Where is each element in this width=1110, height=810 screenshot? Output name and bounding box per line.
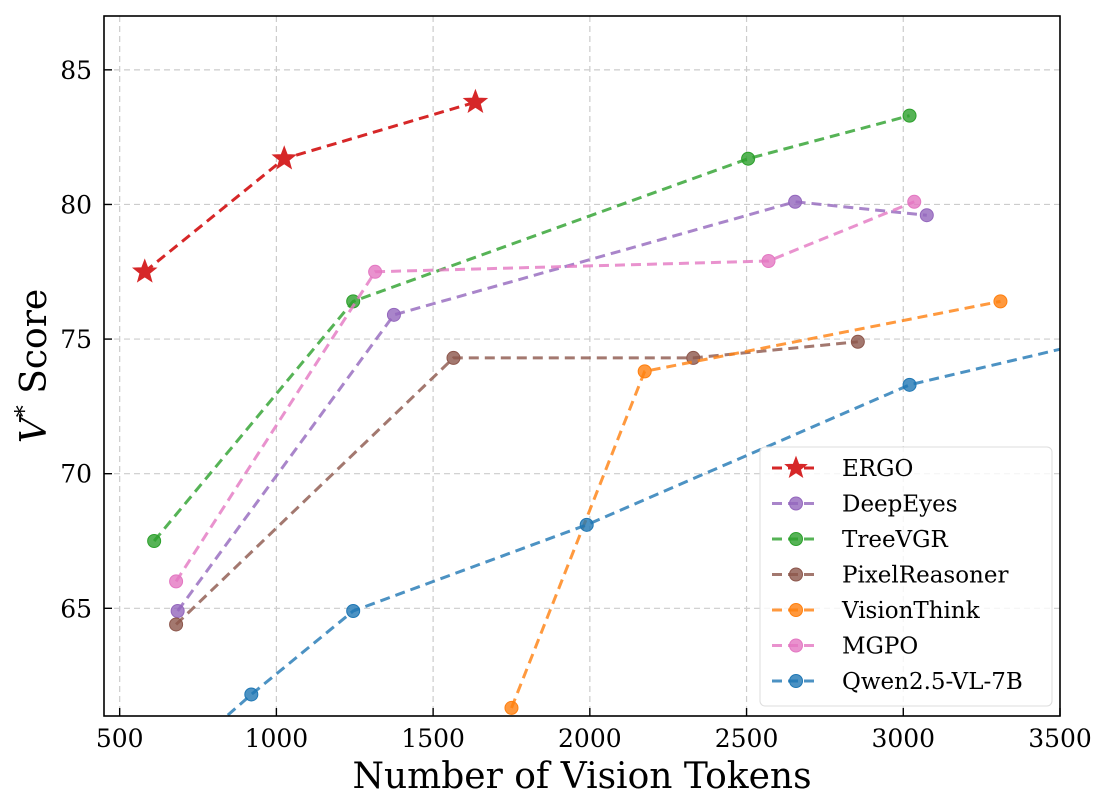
legend-entry-mgpo: MGPO <box>772 634 918 660</box>
legend-entry-deepeyes: DeepEyes <box>772 492 958 518</box>
qwen2-5-vl-7b-point <box>579 517 594 532</box>
visionthink-point <box>637 364 652 379</box>
y-tick-label: 65 <box>60 594 92 623</box>
deepeyes-line <box>176 200 927 612</box>
qwen2-5-vl-7b-point <box>902 377 917 392</box>
legend-marker-treevgr <box>789 532 803 546</box>
legend-label-qwen2-5-vl-7b: Qwen2.5-VL-7B <box>842 669 1023 695</box>
qwen2-5-vl-7b-point <box>113 804 126 810</box>
treevgr-line <box>152 114 910 542</box>
series-treevgr <box>147 108 917 548</box>
x-axis-title: Number of Vision Tokens <box>352 756 811 797</box>
x-tick-label: 3000 <box>871 724 935 753</box>
visionthink-point <box>504 700 519 715</box>
ergo-point <box>462 88 489 114</box>
ergo-line <box>143 100 476 273</box>
legend-label-pixelreasoner: PixelReasoner <box>842 563 1008 589</box>
mgpo-line <box>174 200 915 583</box>
series-mgpo <box>169 194 922 589</box>
y-axis-title-v: V <box>14 413 55 443</box>
axis-ticks: 500 1000 1500 2000 2500 3000 3500 65 70 75 80 85 <box>60 56 1092 753</box>
legend-entry-ergo: ERGO <box>772 455 913 482</box>
legend-entry-qwen2-5-vl-7b: Qwen2.5-VL-7B <box>772 669 1023 695</box>
series-visionthink <box>504 294 1008 715</box>
legend-entry-treevgr: TreeVGR <box>772 527 949 553</box>
treevgr-point <box>902 108 917 123</box>
visionthink-point <box>993 294 1008 309</box>
series-ergo <box>131 88 489 283</box>
mgpo-point <box>761 254 776 268</box>
legend-entry-visionthink: VisionThink <box>772 598 981 624</box>
legend-label-mgpo: MGPO <box>842 634 918 660</box>
pixelreasoner-line <box>175 340 858 626</box>
y-tick-label: 75 <box>60 325 92 354</box>
deepeyes-point <box>170 604 185 618</box>
y-tick-label: 80 <box>60 190 92 219</box>
x-tick-label: 1000 <box>245 724 309 753</box>
mgpo-point <box>907 194 922 209</box>
x-tick-label: 2000 <box>558 724 622 753</box>
plot-frame <box>103 15 1061 717</box>
legend-label-visionthink: VisionThink <box>841 598 981 624</box>
x-tick-label: 500 <box>96 724 144 753</box>
x-tick-label: 3500 <box>1028 724 1092 753</box>
series-pixelreasoner <box>169 334 865 632</box>
y-axis-title-star: * <box>10 405 38 417</box>
qwen2-5-vl-7b-line <box>224 347 1060 716</box>
mgpo-point <box>368 264 383 279</box>
y-axis-title-rest: Score <box>14 289 55 405</box>
x-tick-label: 2500 <box>715 724 779 753</box>
treevgr-point <box>147 534 162 548</box>
legend-entry-pixelreasoner: PixelReasoner <box>772 563 1008 589</box>
deepeyes-point <box>919 208 934 223</box>
series-layer <box>113 88 1060 810</box>
deepeyes-point <box>788 194 803 209</box>
legend-box <box>759 446 1053 707</box>
pixelreasoner-point <box>169 617 184 632</box>
qwen2-5-vl-7b-point <box>346 604 361 618</box>
legend-label-treevgr: TreeVGR <box>842 527 949 553</box>
legend-marker-pixelreasoner <box>789 567 803 582</box>
pixelreasoner-point <box>446 350 461 365</box>
legend-label-ergo: ERGO <box>842 456 913 482</box>
x-tick-label: 1500 <box>401 724 465 753</box>
legend-label-deepeyes: DeepEyes <box>842 492 958 518</box>
ergo-point <box>271 145 297 170</box>
legend-marker-deepeyes <box>789 496 803 511</box>
deepeyes-point <box>386 307 401 322</box>
pixelreasoner-point <box>850 334 865 349</box>
ergo-point <box>131 258 158 283</box>
mgpo-point <box>169 574 184 589</box>
legend-marker-ergo <box>784 455 808 479</box>
qwen2-5-vl-7b-point <box>244 687 259 702</box>
treevgr-point <box>741 151 756 166</box>
series-deepeyes <box>170 194 934 618</box>
legend-marker-visionthink <box>789 603 803 617</box>
legend: ERGO DeepEyes TreeVGR PixelReasoner VisionTh… <box>759 446 1053 707</box>
series-qwen2-5-vl-7b <box>113 347 1060 810</box>
legend-marker-mgpo <box>789 638 803 653</box>
y-tick-label: 70 <box>60 460 92 489</box>
legend-marker-qwen2-5-vl-7b <box>789 674 803 688</box>
y-axis-title: V* Score <box>10 289 55 443</box>
y-tick-label: 85 <box>60 56 92 85</box>
